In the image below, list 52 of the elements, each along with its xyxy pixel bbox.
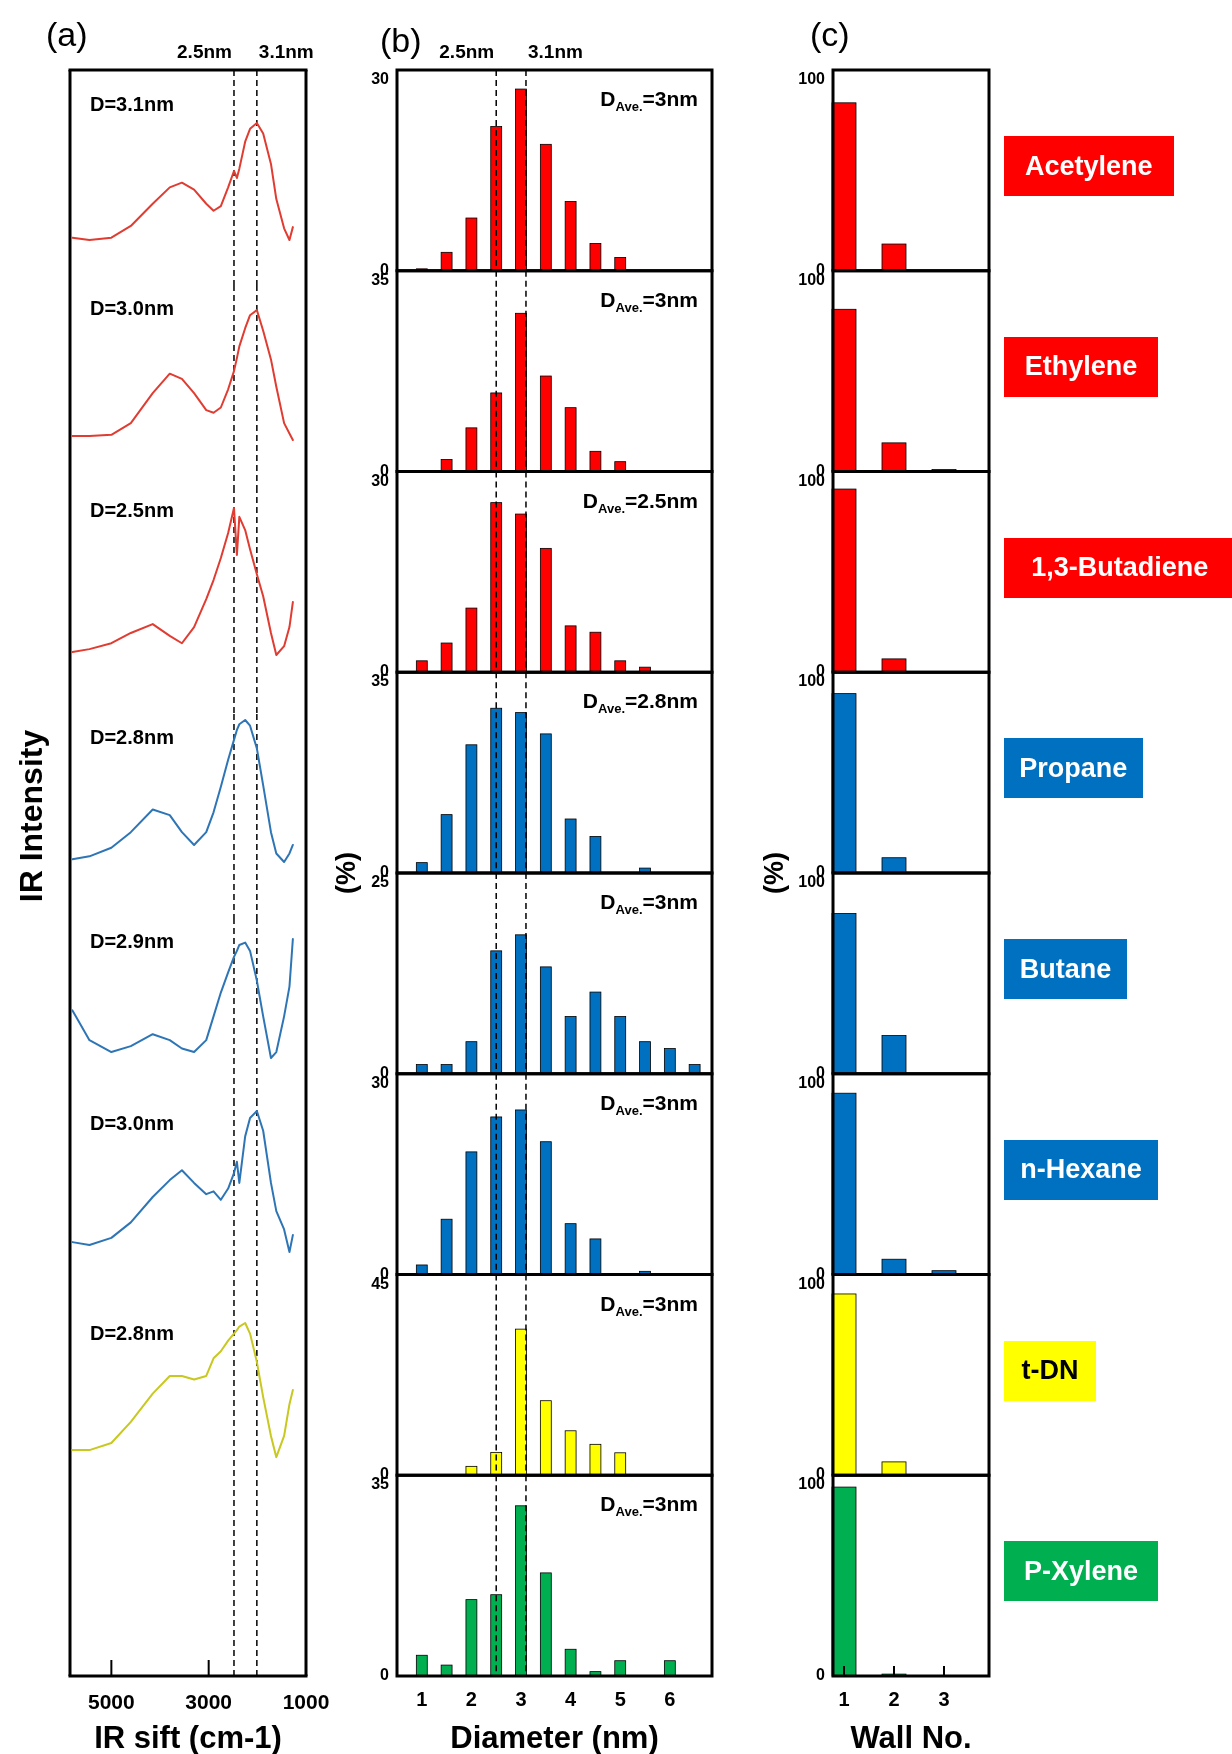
annotation: D$_{Ave.}$=2.8nm <box>582 688 698 717</box>
x-axis-title: Diameter (nm) <box>450 1720 659 1754</box>
x-tick-label: 3 <box>515 1688 527 1710</box>
x-tick-label: 1 <box>416 1688 428 1710</box>
annotation: D$_{Ave.}$=3nm <box>600 86 698 114</box>
text: Propane <box>1004 738 1143 799</box>
text: 1,3-Butadiene <box>1004 537 1232 598</box>
x-tick-label: 5000 <box>88 1690 135 1713</box>
annotation: D=3.0nm <box>90 297 174 320</box>
ref-line-label: 3.1nm <box>258 41 314 62</box>
annotation: D$_{Ave.}$=3nm <box>600 287 698 315</box>
x-tick-label: 2 <box>465 1688 477 1710</box>
y-tick-label: 0 <box>816 1666 826 1684</box>
x-tick-label: 5 <box>614 1688 626 1710</box>
chart-title: (a) <box>46 15 88 53</box>
text: D=3.1nm <box>90 93 174 116</box>
x-tick-label: 1000 <box>282 1690 330 1713</box>
ref-line-label: 2.5nm <box>177 41 232 62</box>
text: P-Xylene <box>1004 1541 1158 1602</box>
x-axis-title: Wall No. <box>850 1720 972 1754</box>
ref-line-label: 3.1nm <box>527 41 583 62</box>
x-tick-label: 4 <box>565 1688 578 1710</box>
annotation: D$_{Ave.}$=3nm <box>600 889 698 917</box>
y-tick-label: 30 <box>371 70 390 88</box>
x-tick-label: 3000 <box>185 1690 233 1713</box>
annotation: D=2.8nm <box>90 726 174 749</box>
annotation: D=2.5nm <box>90 499 174 522</box>
y-tick-label: 100 <box>798 70 826 88</box>
y-tick-label: 0 <box>380 1666 390 1684</box>
x-tick-label: 6 <box>664 1688 676 1710</box>
annotation: D$_{Ave.}$=3nm <box>600 1090 698 1118</box>
x-tick-label: 2 <box>888 1688 900 1710</box>
annotation: D=2.9nm <box>90 930 174 953</box>
x-tick-label: 3 <box>938 1688 950 1710</box>
text: Acetylene <box>1004 136 1174 196</box>
annotation: D$_{Ave.}$=3nm <box>600 1291 698 1319</box>
annotation: D$_{Ave.}$=2.5nm <box>582 488 698 516</box>
text: t-DN <box>1004 1340 1096 1401</box>
annotation: D=3.0nm <box>90 1112 174 1135</box>
x-tick-label: 1 <box>838 1688 850 1710</box>
annotation: D=2.8nm <box>90 1322 174 1345</box>
chart-title: (b) <box>380 21 422 59</box>
chart-title: (c) <box>810 15 850 53</box>
ref-line-label: 2.5nm <box>439 41 495 62</box>
text: Ethylene <box>1004 336 1158 397</box>
text: Butane <box>1004 939 1127 999</box>
y-axis-title: (%) <box>331 852 361 894</box>
y-axis-title: (%) <box>759 852 789 894</box>
y-axis-title: IR Intensity <box>13 729 49 903</box>
x-axis-title: IR sift (cm-1) <box>94 1720 282 1754</box>
annotation: D$_{Ave.}$=3nm <box>600 1491 698 1520</box>
text: n-Hexane <box>1004 1139 1158 1200</box>
